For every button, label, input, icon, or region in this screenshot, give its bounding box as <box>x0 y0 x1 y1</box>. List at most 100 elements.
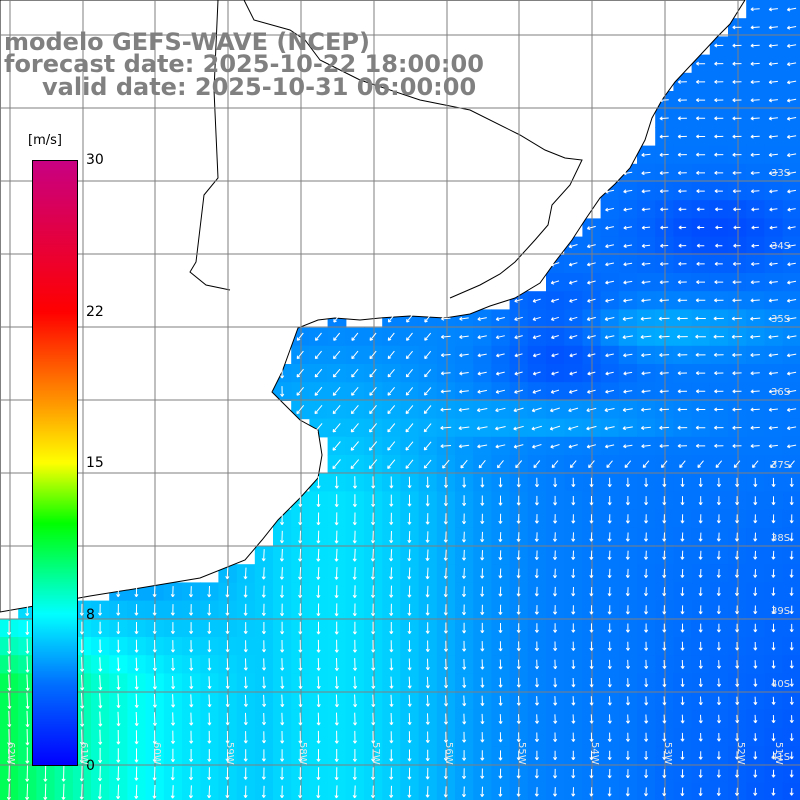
wind-arrow <box>589 677 594 688</box>
wind-arrow <box>351 350 359 360</box>
wind-arrow <box>768 353 779 358</box>
wind-arrow <box>641 280 651 285</box>
wind-arrow <box>116 748 121 763</box>
wind-arrow <box>461 786 467 798</box>
wind-arrow <box>134 622 139 635</box>
wind-arrow <box>443 531 448 543</box>
wind-arrow <box>571 532 576 542</box>
wind-arrow <box>207 603 212 616</box>
wind-arrow <box>350 423 359 433</box>
wind-arrow <box>534 586 539 597</box>
wind-arrow <box>533 460 541 469</box>
wind-arrow <box>79 621 84 635</box>
wind-arrow <box>407 549 412 562</box>
wind-arrow <box>189 712 194 726</box>
wind-arrow <box>314 386 323 396</box>
wind-arrow <box>170 622 175 634</box>
wind-arrow <box>516 786 521 797</box>
wind-arrow <box>768 43 778 48</box>
wind-arrow <box>553 641 558 651</box>
wind-arrow <box>753 496 758 506</box>
wind-arrow <box>789 696 794 705</box>
wind-arrow <box>477 316 487 321</box>
wind-arrow <box>207 767 212 780</box>
wind-arrow <box>586 244 596 249</box>
forecast-date: forecast date: 2025-10-22 18:00:00 <box>4 50 484 78</box>
wind-arrow <box>571 750 576 761</box>
wind-arrow <box>207 730 212 744</box>
wind-arrow <box>750 444 760 449</box>
wind-arrow <box>279 530 285 544</box>
wind-arrow <box>624 460 632 468</box>
wind-arrow <box>316 603 321 617</box>
wind-arrow <box>387 423 396 433</box>
wind-arrow <box>389 622 394 635</box>
wind-arrow <box>425 786 430 798</box>
wind-arrow <box>644 623 649 633</box>
wind-arrow <box>314 404 323 415</box>
wind-arrow <box>516 659 521 670</box>
wind-arrow <box>480 750 485 761</box>
wind-arrow <box>261 585 266 598</box>
wind-arrow <box>771 605 776 615</box>
wind-arrow <box>662 641 667 651</box>
wind-arrow <box>352 658 358 671</box>
wind-arrow <box>98 675 103 691</box>
wind-arrow <box>225 676 230 689</box>
wind-arrow <box>680 696 685 706</box>
wind-arrow <box>750 25 760 30</box>
wind-vectors <box>6 7 797 800</box>
wind-arrow <box>716 550 721 560</box>
wind-arrow <box>389 676 394 689</box>
wind-arrow <box>644 769 649 779</box>
wind-arrow <box>188 767 194 781</box>
wind-arrow <box>568 262 578 267</box>
wind-arrow <box>550 280 560 285</box>
wind-arrow <box>534 605 539 615</box>
wind-arrow <box>589 768 594 779</box>
wind-arrow <box>643 550 649 560</box>
wind-arrow <box>771 623 776 633</box>
wind-arrow <box>480 695 485 706</box>
wind-arrow <box>516 695 521 706</box>
wind-arrow <box>753 641 758 651</box>
wind-arrow <box>623 244 633 248</box>
wind-arrow <box>514 316 523 321</box>
wind-arrow <box>170 712 176 726</box>
wind-arrow <box>80 693 85 709</box>
wind-arrow <box>387 368 395 378</box>
wind-arrow <box>734 569 740 578</box>
wind-arrow <box>298 676 303 689</box>
wind-arrow <box>189 640 194 653</box>
wind-arrow <box>225 603 230 616</box>
wind-arrow <box>462 477 467 488</box>
wind-arrow <box>207 622 212 634</box>
longitude-label: 61W <box>78 742 89 765</box>
wind-arrow <box>732 280 742 285</box>
wind-arrow <box>225 767 230 780</box>
wind-arrow <box>423 423 432 433</box>
wind-arrow <box>443 713 449 725</box>
wind-arrow <box>607 550 612 560</box>
wind-arrow <box>768 116 778 121</box>
wind-arrow <box>25 621 30 635</box>
wind-arrow <box>370 603 376 617</box>
wind-arrow <box>714 280 724 285</box>
wind-arrow <box>768 7 778 12</box>
wind-arrow <box>424 314 431 323</box>
wind-arrow <box>625 714 631 724</box>
wind-arrow <box>553 495 558 506</box>
wind-arrow <box>771 569 776 578</box>
wind-arrow <box>189 694 194 708</box>
wind-arrow <box>553 750 558 761</box>
wind-arrow <box>714 189 723 194</box>
wind-arrow <box>498 732 503 743</box>
wind-arrow <box>423 459 432 469</box>
wind-arrow <box>532 316 541 321</box>
wind-arrow <box>732 116 742 121</box>
wind-arrow <box>405 368 413 378</box>
wind-arrow <box>607 787 612 797</box>
wind-arrow <box>498 550 503 561</box>
wind-arrow <box>789 477 794 487</box>
